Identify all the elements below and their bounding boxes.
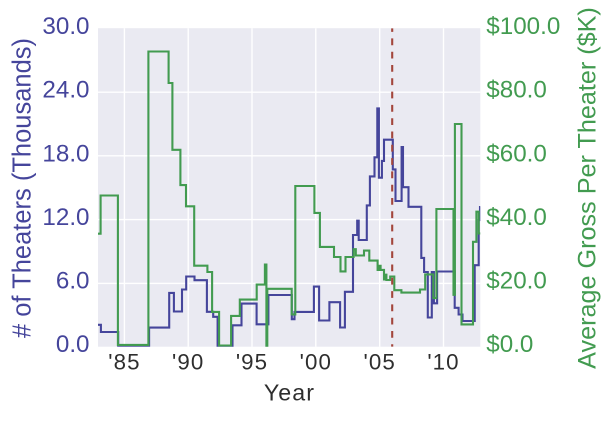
svg-text:30.0: 30.0 (42, 13, 89, 40)
svg-text:$100.0: $100.0 (486, 13, 560, 40)
svg-text:# of Theaters (Thousands): # of Theaters (Thousands) (8, 38, 36, 338)
svg-text:'85: '85 (108, 350, 140, 375)
svg-text:'90: '90 (172, 350, 204, 375)
svg-text:'00: '00 (300, 350, 332, 375)
svg-text:$80.0: $80.0 (486, 77, 547, 104)
svg-text:18.0: 18.0 (42, 140, 89, 167)
svg-text:$60.0: $60.0 (486, 140, 547, 167)
svg-text:24.0: 24.0 (42, 77, 89, 104)
svg-text:6.0: 6.0 (56, 268, 90, 295)
svg-text:'05: '05 (364, 350, 396, 375)
svg-text:$20.0: $20.0 (486, 268, 547, 295)
svg-text:'10: '10 (427, 350, 459, 375)
svg-text:'95: '95 (236, 350, 268, 375)
svg-text:Average Gross Per Theater ($K): Average Gross Per Theater ($K) (573, 7, 601, 369)
svg-text:Year: Year (264, 379, 315, 405)
svg-text:12.0: 12.0 (42, 204, 89, 231)
svg-text:0.0: 0.0 (56, 331, 90, 358)
svg-text:$0.0: $0.0 (486, 331, 533, 358)
svg-text:$40.0: $40.0 (486, 204, 547, 231)
